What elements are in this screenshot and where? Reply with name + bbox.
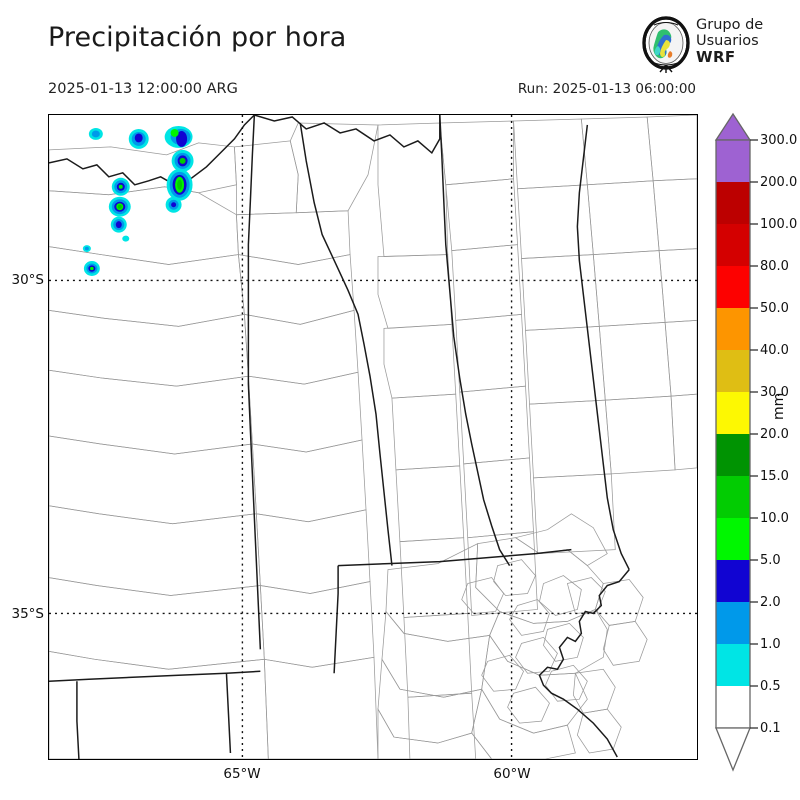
page-title: Precipitación por hora bbox=[48, 22, 347, 53]
graticule-gridlines bbox=[49, 115, 697, 759]
cbar-tick-50: 50.0 bbox=[760, 301, 789, 316]
cbar-tick-5: 5.0 bbox=[760, 553, 781, 568]
map-canvas[interactable] bbox=[48, 114, 698, 760]
lat-tick-30s: 30°S bbox=[11, 272, 45, 288]
cbar-tick-200: 200.0 bbox=[760, 175, 798, 190]
cbar-tick-30: 30.0 bbox=[760, 385, 789, 400]
colorbar-unit-label: mm bbox=[771, 392, 787, 420]
cbar-tick-100: 100.0 bbox=[760, 217, 798, 232]
cbar-tick-1: 1.0 bbox=[760, 637, 781, 652]
wrf-globe-icon bbox=[642, 16, 690, 73]
logo-line-1: Grupo de bbox=[696, 17, 764, 33]
lon-tick-60w: 60°W bbox=[493, 766, 531, 782]
colorbar-gradient bbox=[714, 112, 758, 772]
cbar-tick-05: 0.5 bbox=[760, 679, 781, 694]
precipitation-field bbox=[82, 125, 194, 276]
cbar-tick-01: 0.1 bbox=[760, 721, 781, 736]
colorbar[interactable]: 300.0 200.0 100.0 80.0 50.0 40.0 30.0 20… bbox=[706, 112, 798, 772]
cbar-tick-15: 15.0 bbox=[760, 469, 789, 484]
cbar-tick-80: 80.0 bbox=[760, 259, 789, 274]
lat-tick-35s: 35°S bbox=[11, 606, 45, 622]
lon-tick-65w: 65°W bbox=[223, 766, 261, 782]
cbar-tick-300: 300.0 bbox=[760, 133, 798, 148]
logo-line-2: Usuarios bbox=[696, 33, 759, 49]
cbar-tick-20: 20.0 bbox=[760, 427, 789, 442]
wrf-logo: Grupo de Usuarios WRF bbox=[640, 16, 796, 74]
country-borders bbox=[49, 115, 630, 759]
wrf-logo-text: Grupo de Usuarios WRF bbox=[696, 17, 763, 65]
cbar-tick-10: 10.0 bbox=[760, 511, 789, 526]
cbar-tick-2: 2.0 bbox=[760, 595, 781, 610]
valid-time-label: 2025-01-13 12:00:00 ARG bbox=[48, 81, 238, 97]
map-geography bbox=[49, 115, 697, 759]
run-time-label: Run: 2025-01-13 06:00:00 bbox=[517, 81, 696, 97]
cbar-tick-40: 40.0 bbox=[760, 343, 789, 358]
logo-line-3: WRF bbox=[696, 48, 736, 66]
